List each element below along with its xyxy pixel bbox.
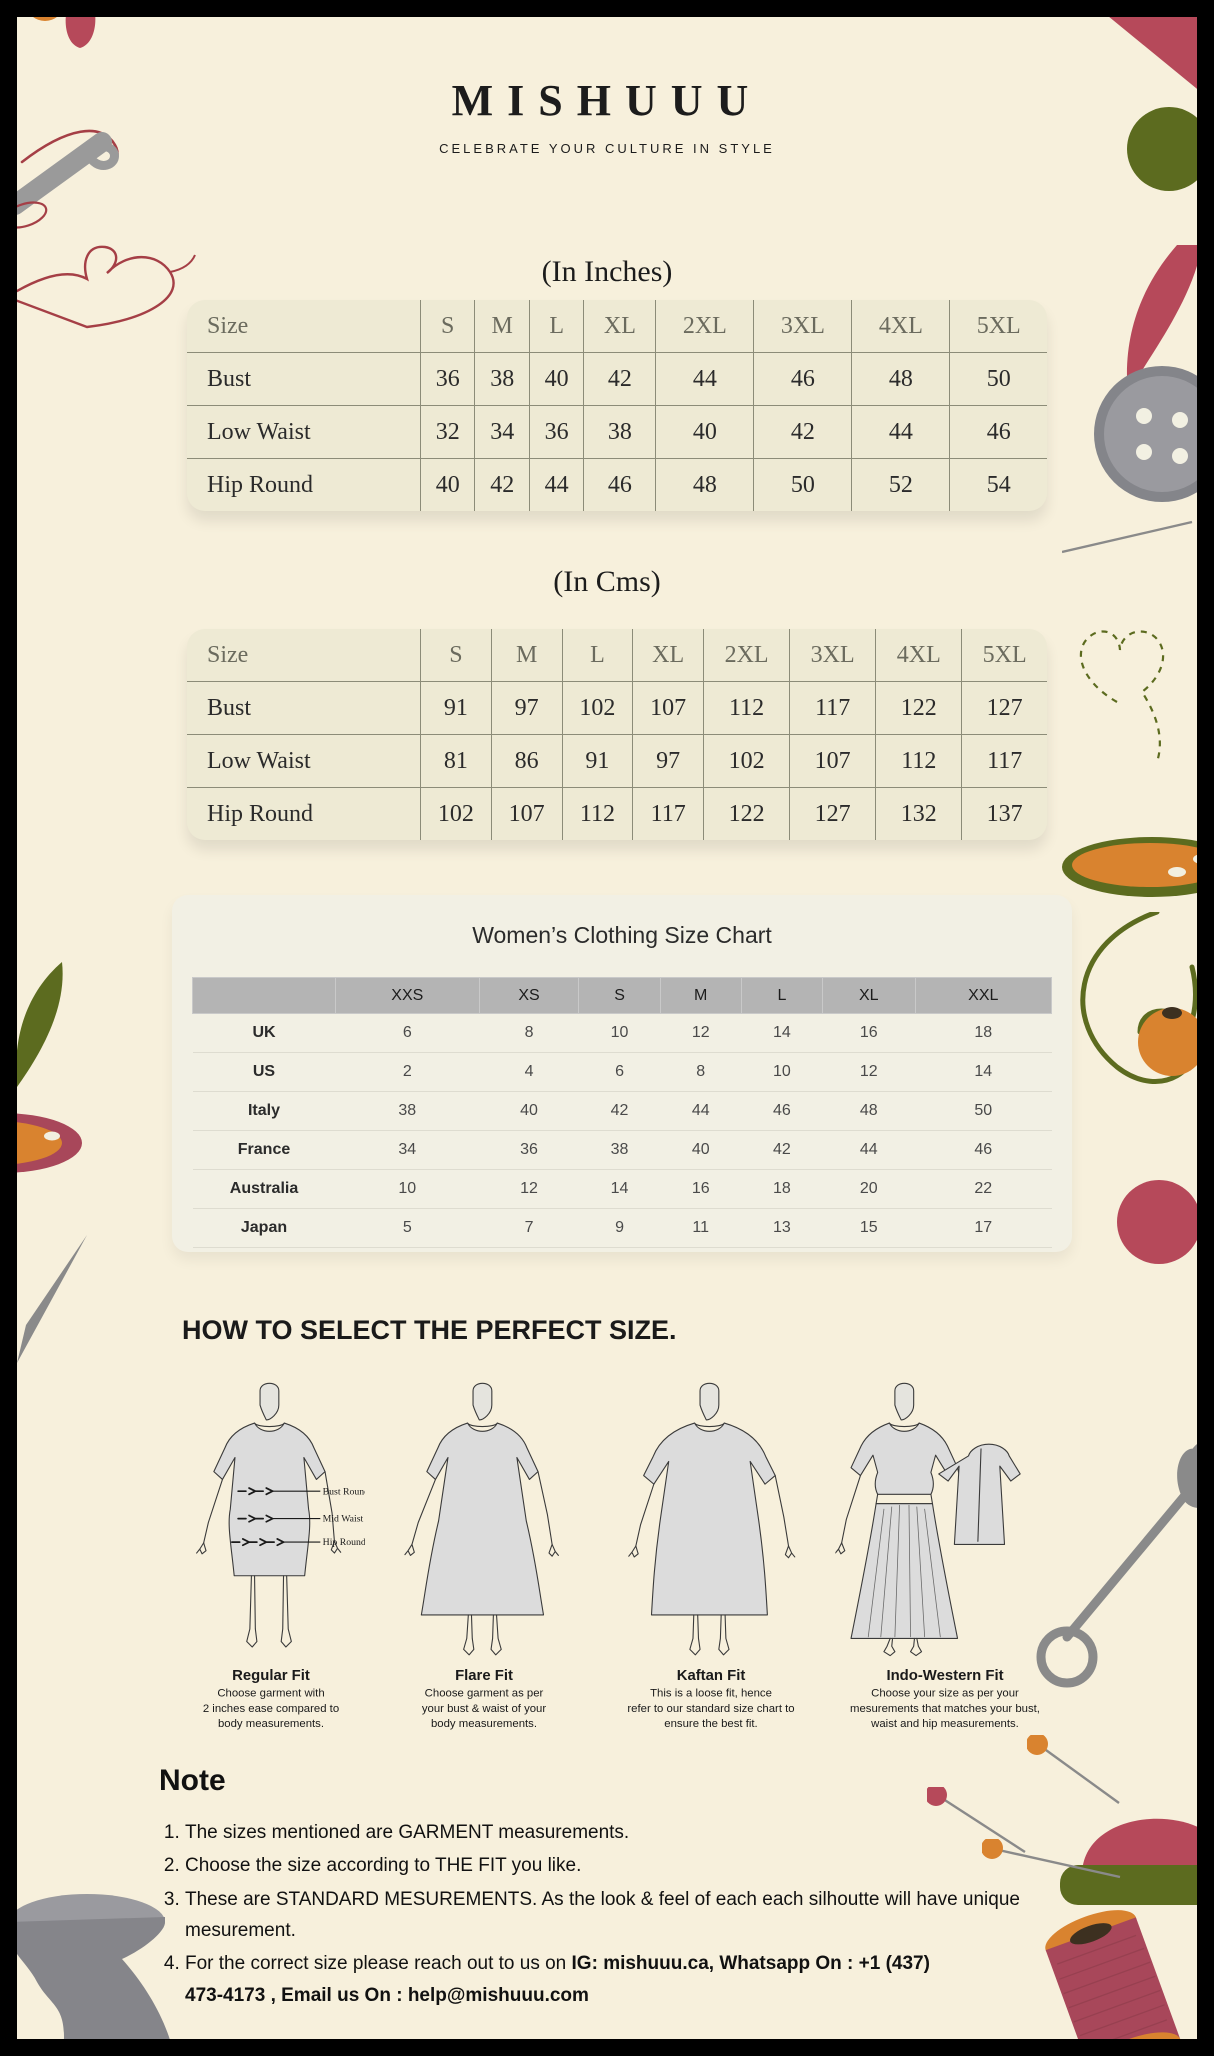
svg-text:Hip Round: Hip Round — [323, 1537, 365, 1548]
svg-text:Mid Waist: Mid Waist — [323, 1514, 364, 1525]
svg-text:Bust Round: Bust Round — [323, 1486, 365, 1497]
